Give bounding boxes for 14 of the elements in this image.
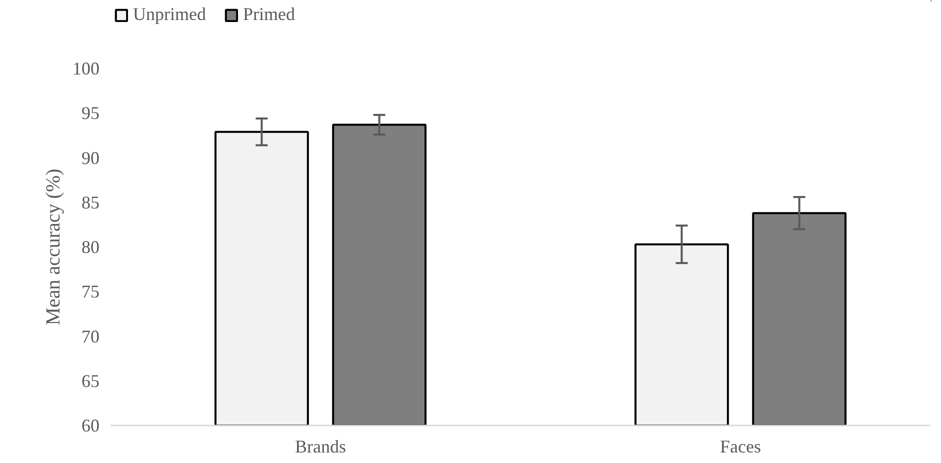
y-tick-label: 65 [82, 370, 100, 391]
y-tick-label: 75 [82, 282, 100, 302]
y-tick-label: 100 [72, 58, 100, 78]
y-tick-label: 95 [82, 103, 100, 124]
x-tick-label: Faces [720, 436, 761, 456]
y-tick-label: 60 [82, 416, 100, 436]
x-tick-label: Brands [295, 436, 346, 456]
y-tick-label: 70 [82, 326, 100, 346]
legend-label: Unprimed [133, 4, 206, 25]
y-axis-title: Mean accuracy (%) [42, 168, 64, 326]
y-tick-label: 85 [82, 192, 100, 212]
legend-label: Primed [242, 4, 295, 25]
y-tick-label: 90 [82, 148, 100, 168]
y-tick-label: 80 [82, 237, 100, 257]
